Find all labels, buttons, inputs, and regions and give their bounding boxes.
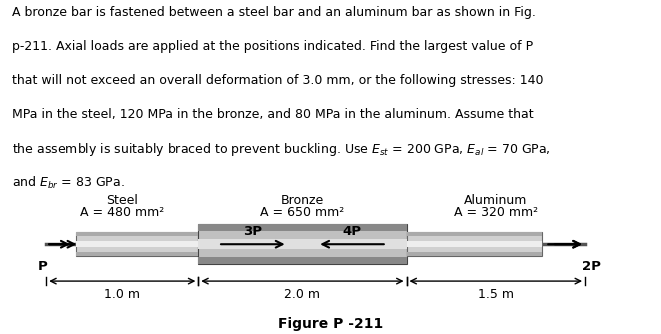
Bar — [76, 252, 198, 257]
Text: 2.0 m: 2.0 m — [284, 288, 321, 301]
Text: 3P: 3P — [243, 225, 262, 238]
Text: the assembly is suitably braced to prevent buckling. Use $E_{st}$ = 200 GPa, $E_: the assembly is suitably braced to preve… — [12, 141, 551, 158]
Bar — [407, 232, 542, 257]
Text: p-211. Axial loads are applied at the positions indicated. Find the largest valu: p-211. Axial loads are applied at the po… — [12, 40, 533, 53]
Text: P: P — [38, 260, 48, 273]
Text: 1.5 m: 1.5 m — [478, 288, 514, 301]
Text: A = 320 mm²: A = 320 mm² — [453, 205, 538, 218]
Text: Aluminum: Aluminum — [464, 194, 527, 207]
Text: A = 650 mm²: A = 650 mm² — [260, 205, 344, 218]
Bar — [198, 224, 407, 264]
Text: A = 480 mm²: A = 480 mm² — [80, 205, 165, 218]
Text: 1.0 m: 1.0 m — [104, 288, 140, 301]
Bar — [76, 232, 198, 257]
Bar — [407, 252, 542, 257]
Bar — [407, 241, 542, 247]
Text: Steel: Steel — [106, 194, 138, 207]
Text: 4P: 4P — [342, 225, 362, 238]
Bar — [407, 232, 542, 236]
Bar — [198, 224, 407, 231]
Text: Bronze: Bronze — [281, 194, 324, 207]
Text: A bronze bar is fastened between a steel bar and an aluminum bar as shown in Fig: A bronze bar is fastened between a steel… — [12, 6, 536, 19]
Text: MPa in the steel, 120 MPa in the bronze, and 80 MPa in the aluminum. Assume that: MPa in the steel, 120 MPa in the bronze,… — [12, 108, 533, 121]
Bar — [198, 239, 407, 249]
Text: that will not exceed an overall deformation of 3.0 mm, or the following stresses: that will not exceed an overall deformat… — [12, 73, 543, 87]
Text: Figure P -211: Figure P -211 — [278, 317, 383, 331]
Bar — [198, 257, 407, 264]
Text: 2P: 2P — [582, 260, 601, 273]
Bar — [76, 232, 198, 236]
Bar — [76, 241, 198, 247]
Text: and $E_{br}$ = 83 GPa.: and $E_{br}$ = 83 GPa. — [12, 175, 124, 191]
